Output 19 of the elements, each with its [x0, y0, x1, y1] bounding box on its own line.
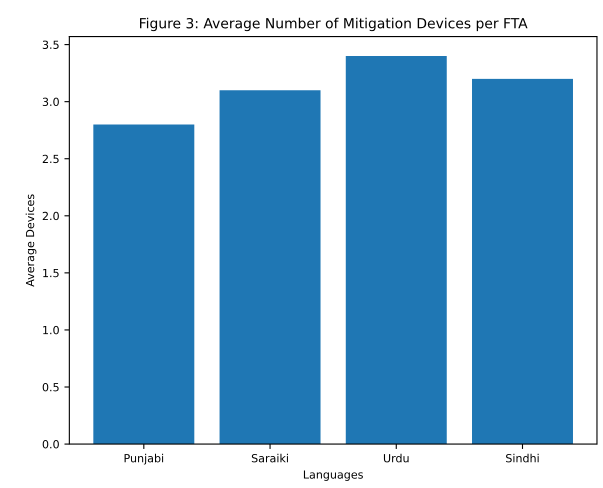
bar [346, 56, 447, 444]
chart-title: Figure 3: Average Number of Mitigation Devices per FTA [140, 18, 528, 32]
y-tick-label: 2.0 [42, 212, 59, 220]
bar [93, 124, 194, 444]
y-tick-label: 3.0 [42, 98, 59, 106]
bar [220, 90, 321, 444]
y-tick-label: 0.5 [42, 382, 59, 392]
x-tick-label: Urdu [384, 454, 409, 462]
x-tick-label: Saraiki [252, 454, 288, 462]
y-tick-label: 1.5 [43, 268, 59, 278]
bar [472, 78, 573, 444]
x-tick-label: Punjabi [124, 454, 164, 465]
y-tick-label: 3.5 [42, 40, 59, 49]
x-axis-title: Languages [304, 470, 363, 481]
y-axis-title: Average Devices [26, 194, 36, 287]
y-tick-label: 2.5 [42, 154, 59, 164]
y-tick-label: 0.0 [42, 440, 59, 448]
y-tick-label: 1.0 [43, 326, 59, 334]
x-tick-label: Sindhi [506, 454, 539, 462]
